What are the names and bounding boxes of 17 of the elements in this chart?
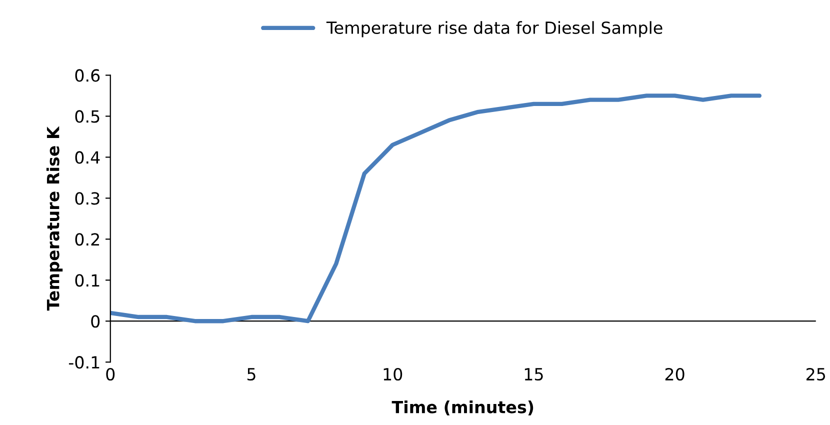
x-tick-label: 5 (247, 368, 256, 381)
y-tick-label: 0.6 (75, 69, 100, 82)
x-tick-label: 10 (384, 368, 402, 381)
x-axis-title: Time (minutes) (392, 400, 534, 416)
y-tick-label: 0.5 (75, 110, 100, 123)
x-tick-label: 25 (806, 368, 826, 381)
y-tick-label: 0 (91, 315, 100, 328)
legend-label: Temperature rise data for Diesel Sample (326, 21, 662, 38)
y-tick-label: 0.3 (75, 192, 100, 205)
y-tick-label: 0.4 (75, 151, 100, 164)
y-tick-label: -0.1 (68, 356, 100, 369)
y-tick-label: 0.2 (75, 233, 99, 246)
y-axis-title: Temperature Rise K (46, 126, 63, 311)
x-tick-label: 15 (524, 368, 543, 381)
x-tick-label: 0 (106, 368, 115, 381)
x-tick-label: 20 (665, 368, 684, 381)
y-tick-label: 0.1 (75, 274, 100, 287)
